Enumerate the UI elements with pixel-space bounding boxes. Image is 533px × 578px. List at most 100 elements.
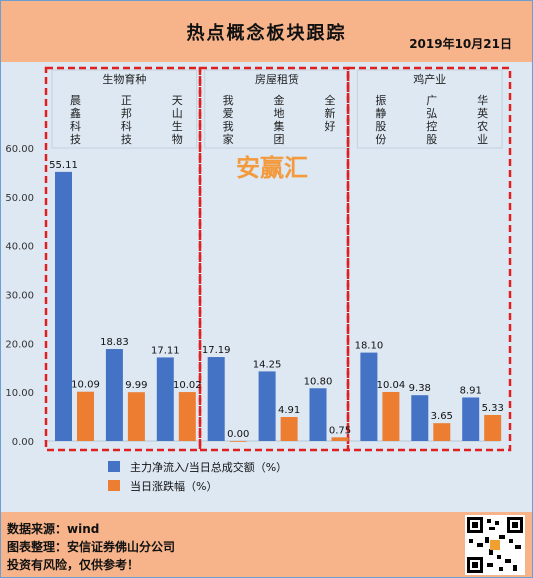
bar-series1 bbox=[207, 357, 225, 441]
stock-name-char: 新 bbox=[324, 106, 335, 120]
data-label-series2: 3.65 bbox=[431, 411, 453, 422]
bar-series1 bbox=[258, 371, 276, 441]
group-label: 生物育种 bbox=[102, 72, 146, 86]
bar-series2 bbox=[331, 437, 349, 441]
stock-name-char: 业 bbox=[477, 133, 488, 146]
bar-series1 bbox=[55, 171, 72, 441]
stock-name-char: 弘 bbox=[426, 107, 437, 120]
y-tick-label: 30.00 bbox=[5, 291, 34, 302]
stock-name-char: 技 bbox=[121, 133, 132, 146]
stock-name-char: 鑫 bbox=[70, 106, 81, 120]
data-label-series2: 5.33 bbox=[482, 403, 504, 414]
legend-swatch-series1 bbox=[108, 461, 120, 472]
data-label-series1: 9.38 bbox=[409, 383, 431, 394]
data-label-series2: 10.04 bbox=[377, 380, 406, 391]
compiled-by: 图表整理：安信证券佛山分公司 bbox=[7, 540, 176, 554]
legend-label-series2: 当日涨跌幅（%） bbox=[130, 479, 217, 493]
stock-name-char: 天 bbox=[172, 94, 183, 107]
stock-name-char: 邦 bbox=[121, 107, 132, 120]
watermark: 安赢汇 bbox=[236, 154, 308, 182]
stock-name-char: 爱 bbox=[223, 107, 234, 120]
group-outline bbox=[346, 66, 512, 452]
data-label-series2: 4.91 bbox=[278, 405, 300, 416]
stock-name-char: 物 bbox=[172, 132, 183, 146]
data-label-series1: 8.91 bbox=[460, 385, 482, 396]
stock-name-char: 集 bbox=[274, 119, 285, 133]
group-label: 鸡产业 bbox=[413, 72, 446, 86]
data-label-series1: 14.25 bbox=[253, 359, 282, 370]
stock-name-char: 山 bbox=[172, 107, 183, 120]
data-label-series2: 0.75 bbox=[329, 425, 351, 436]
y-tick-label: 60.00 bbox=[5, 144, 34, 155]
stock-name-char: 金 bbox=[274, 93, 285, 107]
group-outline bbox=[198, 66, 350, 452]
stock-name-char: 我 bbox=[223, 120, 234, 133]
stock-name-char: 广 bbox=[426, 94, 437, 107]
stock-name-char: 好 bbox=[324, 119, 335, 133]
qr-code bbox=[465, 515, 525, 575]
y-tick-label: 50.00 bbox=[5, 193, 34, 204]
data-label-series2: 0.00 bbox=[227, 429, 249, 440]
y-tick-label: 10.00 bbox=[5, 388, 34, 399]
bar-series2 bbox=[77, 391, 94, 441]
legend-label-series1: 主力净流入/当日总成交额（%） bbox=[130, 460, 287, 474]
bar-series1 bbox=[411, 395, 429, 441]
footer: 数据来源：wind 图表整理：安信证券佛山分公司 投资有风险，仅供参考！ bbox=[1, 512, 532, 577]
bar-series2 bbox=[178, 392, 196, 441]
stock-name-char: 股 bbox=[426, 133, 437, 146]
y-tick-label: 20.00 bbox=[5, 339, 34, 350]
stock-name-char: 全 bbox=[324, 93, 335, 107]
data-source: 数据来源：wind bbox=[7, 522, 100, 536]
stock-name-char: 振 bbox=[375, 93, 386, 107]
bar-series2 bbox=[433, 423, 451, 441]
stock-name-char: 团 bbox=[274, 133, 285, 146]
bar-series1 bbox=[156, 357, 174, 441]
data-label-series1: 18.83 bbox=[100, 337, 129, 348]
group-header-box bbox=[356, 69, 503, 149]
stock-name-char: 家 bbox=[223, 132, 234, 146]
data-label-series2: 9.99 bbox=[125, 380, 147, 391]
data-label-series1: 55.11 bbox=[49, 160, 78, 171]
stock-name-char: 英 bbox=[477, 106, 488, 120]
data-label-series1: 18.10 bbox=[355, 341, 384, 352]
data-label-series2: 10.09 bbox=[71, 380, 100, 391]
stock-name-char: 技 bbox=[70, 133, 81, 146]
data-label-series1: 17.19 bbox=[202, 345, 231, 356]
bar-series2 bbox=[484, 414, 502, 441]
bar-series1 bbox=[462, 397, 480, 441]
data-label-series1: 10.80 bbox=[304, 376, 333, 387]
stock-name-char: 晨 bbox=[70, 94, 81, 107]
stock-name-char: 股 bbox=[375, 120, 386, 133]
stock-name-char: 生 bbox=[172, 119, 183, 133]
bar-series2 bbox=[280, 417, 298, 441]
header: 热点概念板块跟踪 2019年10月21日 bbox=[1, 1, 532, 62]
stock-name-char: 我 bbox=[223, 94, 234, 107]
page-title: 热点概念板块跟踪 bbox=[186, 23, 347, 44]
stock-name-char: 农 bbox=[477, 119, 488, 133]
stock-name-char: 静 bbox=[375, 106, 386, 120]
group-label: 房屋租赁 bbox=[255, 72, 299, 86]
stock-name-char: 科 bbox=[70, 119, 81, 133]
bar-series1 bbox=[360, 352, 378, 441]
bar-series2 bbox=[127, 392, 145, 441]
group-header-box bbox=[51, 69, 198, 149]
bar-series2 bbox=[229, 441, 247, 442]
stock-name-char: 正 bbox=[121, 94, 132, 107]
data-label-series1: 17.11 bbox=[151, 345, 180, 356]
legend-swatch-series2 bbox=[108, 480, 120, 491]
bar-series1 bbox=[309, 388, 327, 441]
group-header-box bbox=[204, 69, 350, 149]
stock-name-char: 华 bbox=[477, 93, 488, 107]
y-tick-label: 0.00 bbox=[12, 437, 34, 448]
stock-name-char: 地 bbox=[274, 107, 285, 120]
y-tick-label: 40.00 bbox=[5, 242, 34, 253]
stock-name-char: 份 bbox=[375, 133, 386, 146]
data-label-series2: 10.02 bbox=[173, 380, 202, 391]
stock-name-char: 控 bbox=[426, 119, 437, 133]
bar-series2 bbox=[382, 391, 400, 441]
bar-series1 bbox=[105, 349, 123, 441]
report-date: 2019年10月21日 bbox=[409, 37, 512, 51]
risk-disclaimer: 投资有风险，仅供参考！ bbox=[7, 558, 140, 572]
stock-name-char: 科 bbox=[121, 119, 132, 133]
